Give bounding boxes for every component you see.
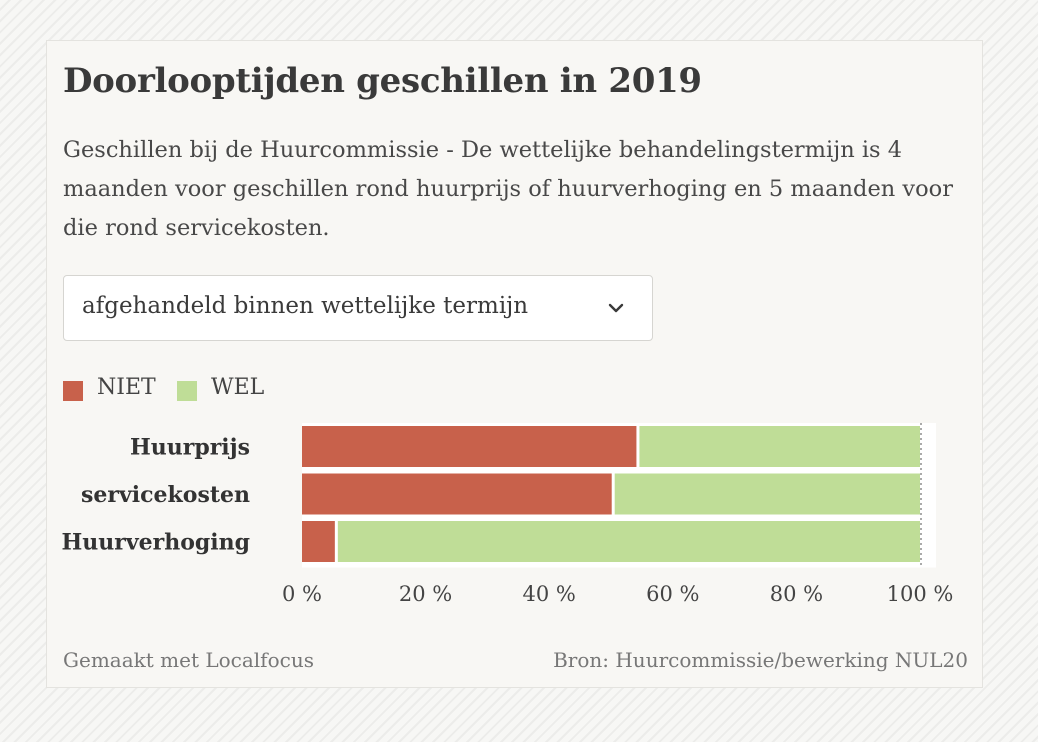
chart-subtitle: Geschillen bij de Huurcommissie - De wet… [63, 137, 953, 241]
x-tick-label: 60 % [646, 582, 699, 606]
category-label: Huurprijs [130, 435, 250, 461]
bar-niet-huurprijs [302, 426, 637, 467]
legend-swatch-wel [177, 381, 197, 401]
legend-swatch-niet [63, 381, 83, 401]
bar-wel-huurprijs [639, 426, 920, 467]
footer-credit: Gemaakt met Localfocus [63, 648, 314, 672]
bar-wel-huurverhoging [337, 521, 920, 562]
x-tick-label: 20 % [399, 582, 452, 606]
chart-title: Doorlooptijden geschillen in 2019 [63, 61, 702, 101]
chevron-down-icon [608, 303, 624, 313]
x-tick-label: 0 % [282, 582, 322, 606]
bar-niet-huurverhoging [302, 521, 335, 562]
category-label: Huurverhoging [61, 530, 250, 556]
x-tick-label: 80 % [770, 582, 823, 606]
x-tick-label: 100 % [887, 582, 954, 606]
x-tick-label: 40 % [523, 582, 576, 606]
legend-label-niet: NIET [97, 375, 156, 400]
bar-wel-servicekosten [614, 473, 920, 515]
filter-dropdown[interactable]: afgehandeld binnen wettelijke termijn [63, 275, 653, 341]
filter-dropdown-value: afgehandeld binnen wettelijke termijn [82, 293, 529, 319]
bar-niet-servicekosten [302, 473, 612, 515]
chart-card: Doorlooptijden geschillen in 2019 Geschi… [46, 40, 983, 688]
category-label: servicekosten [81, 482, 250, 508]
footer-source: Bron: Huurcommissie/bewerking NUL20 [553, 648, 968, 672]
stacked-bar-chart: Huurprijs servicekosten Huurverhoging 0 % 20… [61, 423, 954, 606]
legend-label-wel: WEL [211, 375, 265, 400]
